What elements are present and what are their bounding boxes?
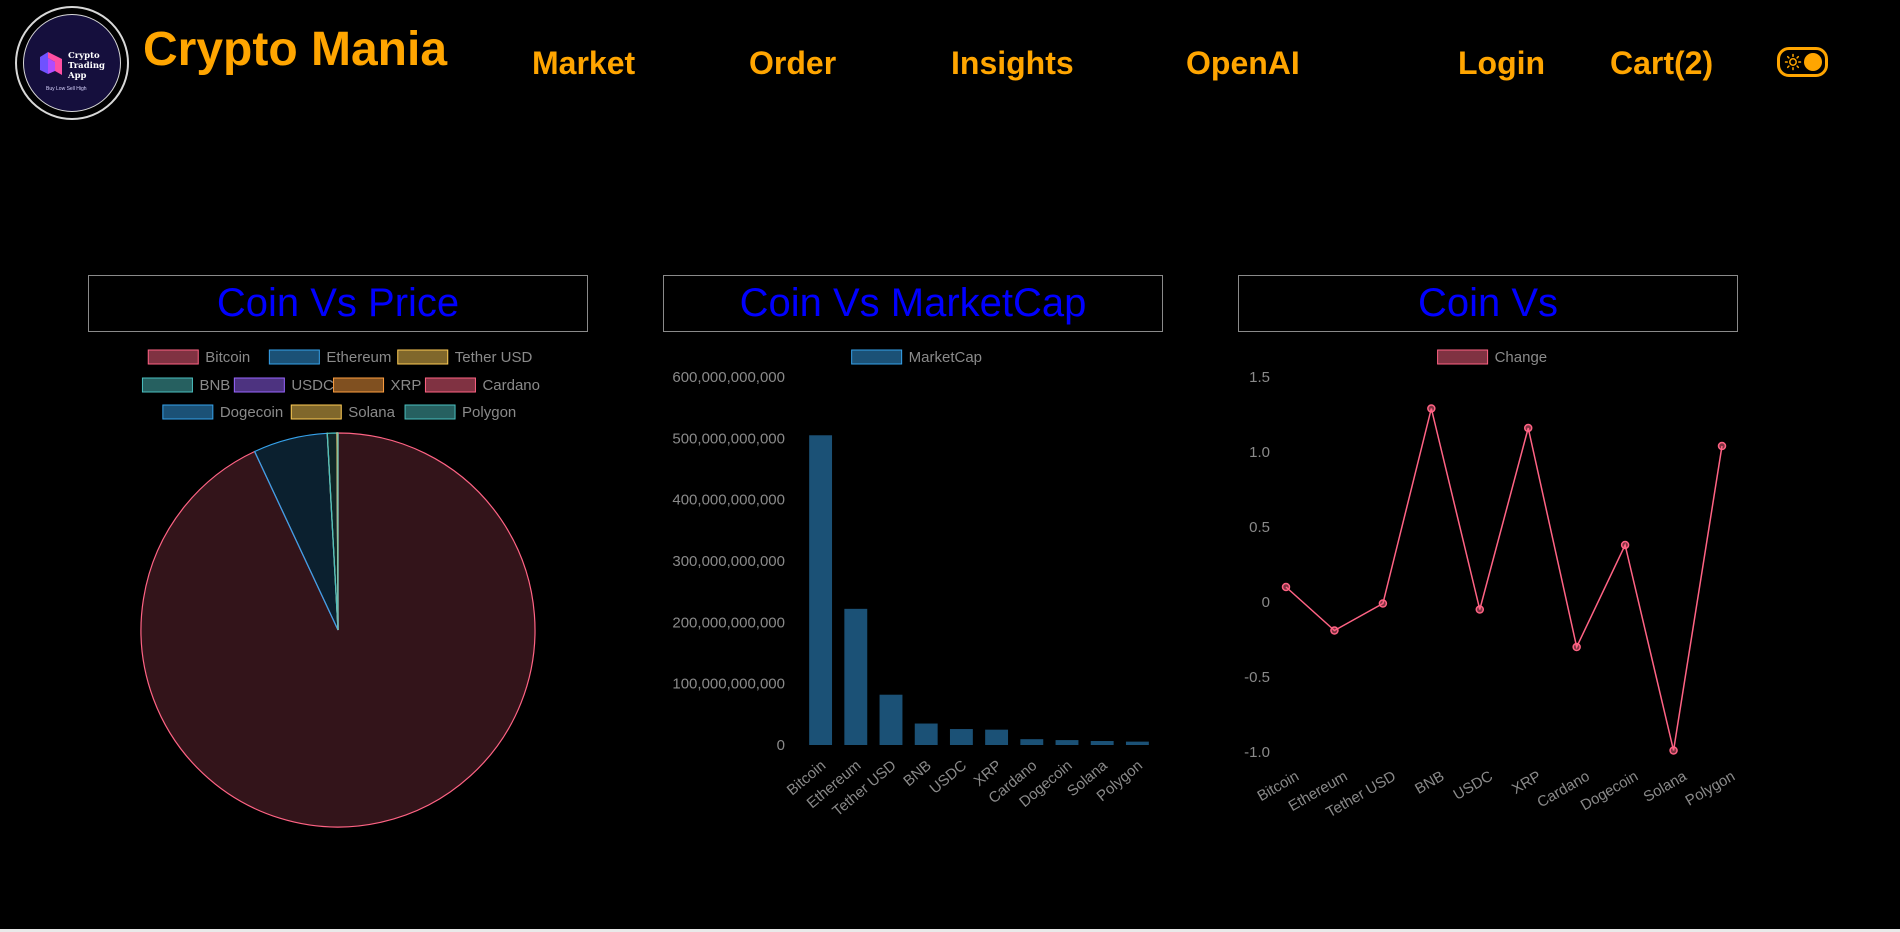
legend-swatch (397, 349, 449, 365)
legend-swatch (268, 349, 320, 365)
logo-tagline: Buy Low Sell High (46, 86, 87, 92)
bar (809, 435, 833, 745)
legend-swatch (290, 404, 342, 420)
legend-swatch (141, 377, 193, 393)
legend-swatch (233, 377, 285, 393)
x-tick-label: Solana (1641, 767, 1691, 805)
chart1-title: Coin Vs Price (88, 275, 588, 332)
legend-label: Change (1495, 349, 1548, 366)
y-tick-label: -1.0 (1244, 744, 1270, 761)
line-point (1427, 404, 1436, 413)
legend-label: MarketCap (909, 349, 982, 366)
line-point (1475, 605, 1485, 614)
x-tick-label: BNB (1412, 768, 1447, 798)
y-tick-label: 0 (777, 737, 785, 754)
nav-insights[interactable]: Insights (951, 45, 1074, 81)
y-tick-label: 600,000,000,000 (672, 369, 785, 386)
y-tick-label: 300,000,000,000 (672, 553, 785, 570)
y-tick-label: 200,000,000,000 (672, 614, 785, 631)
x-tick-label: Polygon (1683, 768, 1738, 810)
legend-label: Bitcoin (205, 349, 250, 366)
app-logo[interactable]: Crypto Trading App Buy Low Sell High (15, 6, 129, 120)
y-tick-label: 400,000,000,000 (672, 492, 785, 509)
logo-badge: Crypto Trading App Buy Low Sell High (23, 14, 121, 112)
bar (1090, 741, 1114, 745)
y-tick-label: 100,000,000,000 (672, 676, 785, 693)
bar (985, 729, 1009, 745)
legend-swatch (851, 349, 903, 365)
bar (914, 723, 938, 745)
nav-openai[interactable]: OpenAI (1186, 45, 1300, 81)
line-point (1378, 599, 1388, 608)
legend-swatch (147, 349, 199, 365)
bar (844, 608, 868, 745)
page-bottom-strip (0, 929, 1900, 932)
y-tick-label: 0 (1262, 594, 1270, 611)
logo-text: Crypto Trading App (68, 51, 116, 81)
legend-swatch (333, 377, 385, 393)
pie-chart: Bitcoin Ethereum Tether USD BNB USDC XRP Carda… (140, 349, 540, 828)
chart3-title: Coin Vs (1238, 275, 1738, 332)
chart2-title: Coin Vs MarketCap (663, 275, 1163, 332)
legend-label: Cardano (482, 377, 540, 394)
legend-label: Tether USD (455, 349, 533, 366)
bar (1055, 740, 1079, 745)
line-point (1572, 642, 1581, 652)
nav-login[interactable]: Login (1458, 45, 1546, 81)
logo-text-line1: Crypto (68, 51, 100, 61)
line-point (1330, 626, 1339, 635)
bar (1125, 741, 1149, 745)
legend-swatch (424, 377, 476, 393)
y-tick-label: -0.5 (1244, 669, 1270, 686)
logo-text-line3: App (68, 71, 87, 81)
x-tick-label: USDC (1450, 768, 1495, 804)
logo-mark-icon (40, 52, 62, 75)
line-series (1285, 408, 1723, 751)
nav-market[interactable]: Market (532, 45, 636, 81)
legend-label: Ethereum (326, 349, 391, 366)
y-tick-label: 500,000,000,000 (672, 430, 785, 447)
legend-label: BNB (199, 377, 230, 394)
x-tick-label: USDC (926, 757, 970, 797)
legend-label: Solana (348, 404, 395, 421)
toggle-knob (1804, 53, 1822, 71)
bar (1020, 739, 1044, 745)
line-point (1669, 746, 1678, 755)
y-tick-label: 1.5 (1249, 369, 1270, 386)
line-chart: Change-1.0-0.500.51.01.5BitcoinEthereumT… (1244, 349, 1738, 821)
legend-label: XRP (391, 377, 422, 394)
nav-cart[interactable]: Cart(2) (1610, 45, 1714, 81)
y-tick-label: 0.5 (1249, 519, 1270, 536)
line-point (1281, 582, 1291, 592)
legend-swatch (404, 404, 456, 420)
legend-swatch (162, 404, 214, 420)
legend-label: Polygon (462, 404, 516, 421)
theme-toggle[interactable] (1777, 47, 1828, 77)
sun-icon (1784, 53, 1802, 71)
app-title[interactable]: Crypto Mania (143, 23, 448, 76)
legend-label: USDC (291, 377, 334, 394)
logo-text-line2: Trading (68, 61, 105, 71)
nav-order[interactable]: Order (749, 45, 837, 81)
bar (879, 694, 903, 745)
bar-chart: MarketCap 0 100,000,000,000 200,000,000,000… (672, 349, 1149, 820)
line-point (1717, 441, 1727, 451)
y-tick-label: 1.0 (1249, 444, 1270, 461)
line-point (1620, 540, 1630, 550)
line-point (1523, 423, 1533, 433)
legend-swatch (1437, 349, 1489, 365)
bar (949, 729, 973, 745)
legend-label: Dogecoin (220, 404, 283, 421)
